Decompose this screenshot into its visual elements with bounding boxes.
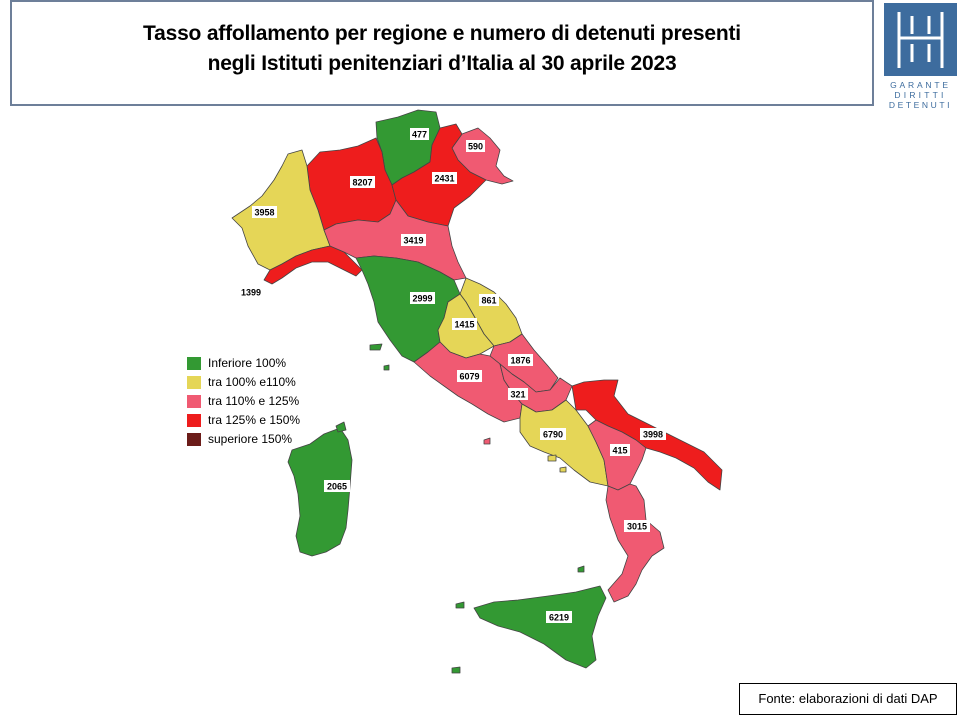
label-emilia: 3419 [401,234,426,246]
svg-text:2999: 2999 [412,294,432,304]
svg-text:3419: 3419 [403,236,423,246]
label-toscana: 2999 [410,292,435,304]
island-capri [559,466,567,473]
legend-label: tra 125% e 150% [208,413,301,427]
svg-text:3015: 3015 [627,522,647,532]
island-egadi [455,601,465,609]
island-giglio [383,364,390,371]
svg-text:3958: 3958 [254,208,274,218]
svg-text:321: 321 [510,390,525,400]
svg-text:8207: 8207 [352,178,372,188]
island-ponza [483,437,491,445]
svg-text:3998: 3998 [643,430,663,440]
legend-swatch [187,395,201,408]
source-note: Fonte: elaborazioni di dati DAP [739,683,957,715]
svg-text:415: 415 [612,446,627,456]
island-pantelleria [451,666,461,674]
legend-label: Inferiore 100% [208,356,287,370]
svg-text:6790: 6790 [543,430,563,440]
label-trentino: 590 [466,140,485,152]
region-liguria [263,245,363,285]
label-umbria: 1415 [452,318,477,330]
label-basilicata: 415 [610,444,630,456]
svg-text:477: 477 [412,130,427,140]
svg-text:2431: 2431 [434,174,454,184]
legend-swatch [187,433,201,446]
region-calabria [605,483,665,603]
svg-text:1876: 1876 [510,356,530,366]
legend: Inferiore 100% tra 100% e110% tra 110% e… [187,355,327,450]
legend-item: tra 100% e110% [187,374,327,393]
logo-text-3: DETENUTI [889,100,952,110]
title-line-1: Tasso affollamento per regione e numero … [143,22,741,45]
svg-text:2065: 2065 [327,482,347,492]
label-veneto: 2431 [432,172,457,184]
label-abruzzo: 1876 [508,354,533,366]
island-ischia [547,454,557,462]
legend-item: Inferiore 100% [187,355,327,374]
svg-text:1399: 1399 [241,288,261,298]
label-calabria: 3015 [624,520,650,532]
label-liguria: 1399 [238,286,264,298]
label-puglia: 3998 [640,428,666,440]
logo-text-2: DIRITTI [894,90,946,100]
svg-text:861: 861 [481,296,496,306]
title-box: Tasso affollamento per regione e numero … [10,0,874,106]
legend-swatch [187,357,201,370]
legend-item: tra 125% e 150% [187,412,327,431]
svg-text:1415: 1415 [454,320,474,330]
label-campania: 6790 [540,428,566,440]
island-sardinia-north [335,421,347,433]
garante-logo: GARANTE DIRITTI DETENUTI [881,0,960,112]
svg-text:6219: 6219 [549,613,569,623]
label-piemonte: 3958 [252,206,277,218]
title-line-2: negli Istituti penitenziari d’Italia al … [207,52,677,75]
label-marche: 861 [479,294,499,306]
svg-text:6079: 6079 [459,372,479,382]
island-elba [369,343,383,351]
legend-item: superiore 150% [187,431,327,450]
logo-text-1: GARANTE [890,80,951,90]
region-labels: 477 590 8207 2431 3958 1399 3419 2999 86… [238,128,666,623]
label-sardegna: 2065 [324,480,350,492]
legend-label: tra 110% e 125% [208,394,300,408]
label-lombardia: 8207 [350,176,375,188]
region-sicilia [473,585,607,669]
label-sicilia: 6219 [546,611,572,623]
legend-swatch [187,414,201,427]
legend-label: tra 100% e110% [208,375,296,389]
legend-item: tra 110% e 125% [187,393,327,412]
label-molise: 321 [508,388,528,400]
island-eolie [577,565,585,573]
legend-swatch [187,376,201,389]
label-lazio: 6079 [457,370,482,382]
svg-text:590: 590 [468,142,483,152]
legend-label: superiore 150% [208,432,293,446]
label-valle-aosta: 477 [410,128,429,140]
